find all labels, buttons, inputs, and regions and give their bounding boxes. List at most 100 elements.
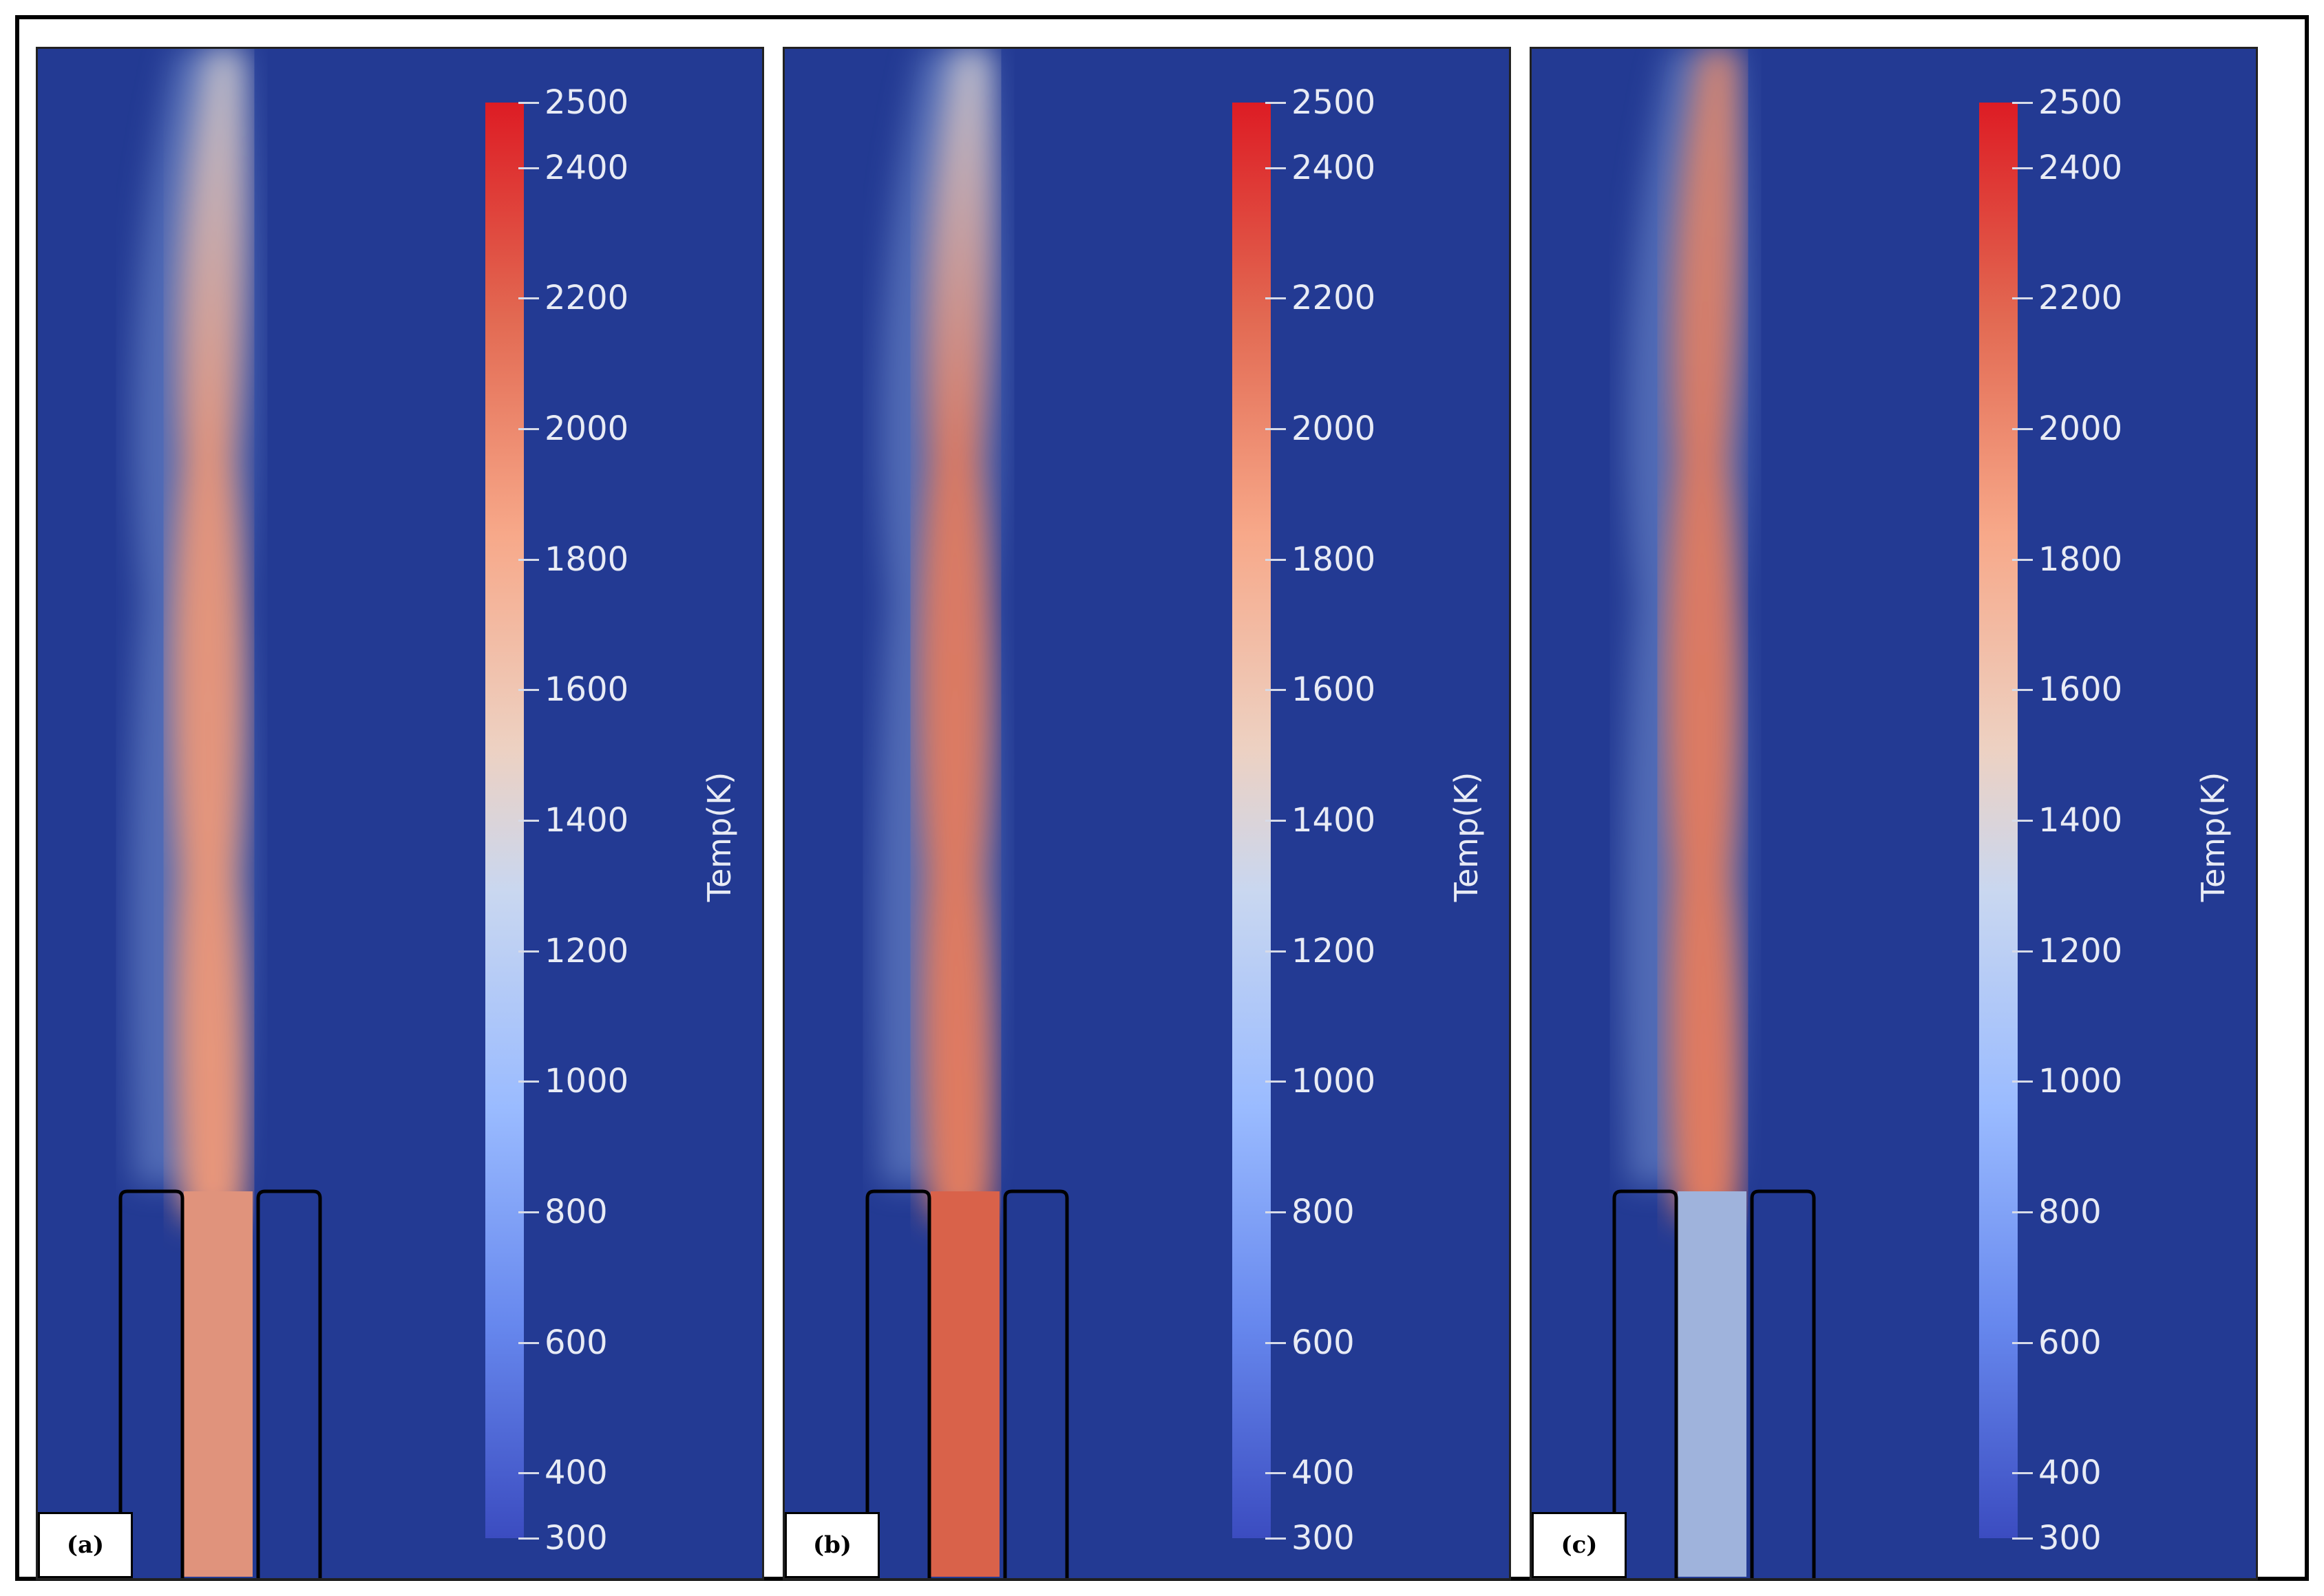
- colorbar-tick-label: 300: [1291, 1519, 1355, 1557]
- colorbar-tick: [2012, 689, 2033, 692]
- colorbar-tick-label: 400: [1291, 1454, 1355, 1493]
- colorbar-tick-label: 1000: [1291, 1062, 1376, 1101]
- colorbar-tick-label: 600: [2038, 1323, 2102, 1362]
- colorbar-tick-label: 2000: [1291, 409, 1376, 449]
- colorbar-title: Temp(K): [2195, 772, 2232, 902]
- flame-body: [1665, 49, 1741, 1219]
- colorbar-tick: [1265, 1341, 1286, 1344]
- colorbar-tick-label: 1400: [545, 801, 629, 840]
- flame-body: [171, 49, 247, 1219]
- colorbar-tick: [518, 1341, 539, 1344]
- colorbar-tick: [1265, 1538, 1286, 1540]
- colorbar-tick: [1265, 428, 1286, 431]
- colorbar-tick-label: 2400: [1291, 148, 1376, 187]
- colorbar-tick-label: 1000: [545, 1062, 629, 1101]
- colorbar-tick-label: 300: [2038, 1519, 2102, 1557]
- nozzle-wall-2: [1750, 1189, 1816, 1578]
- nozzle-wall-1: [865, 1189, 931, 1578]
- colorbar-tick-label: 300: [545, 1519, 608, 1557]
- contour-panel-2: 2500 2400 2200 2000 1800 1600 1400 1200 1000 800 6…: [783, 47, 1511, 1580]
- colorbar-tick-label: 2400: [2038, 148, 2123, 187]
- colorbar-tick: [1265, 820, 1286, 822]
- flame-body: [918, 49, 994, 1219]
- colorbar-tick-label: 2000: [2038, 409, 2123, 449]
- colorbar-tick-label: 1600: [1291, 670, 1376, 710]
- colorbar-tick: [1265, 950, 1286, 953]
- colorbar-tick-label: 600: [1291, 1323, 1355, 1362]
- colorbar-tick-label: 1200: [1291, 931, 1376, 970]
- colorbar-tick: [518, 558, 539, 561]
- colorbar-tick-label: 1400: [1291, 801, 1376, 840]
- colorbar-tick: [2012, 1472, 2033, 1475]
- flame-contour: [865, 49, 1069, 1578]
- nozzle-core: [184, 1191, 253, 1577]
- colorbar-tick-label: 2200: [545, 279, 629, 318]
- colorbar-tick: [2012, 1538, 2033, 1540]
- colorbar-tick-label: 1200: [2038, 931, 2123, 970]
- colorbar-tick: [518, 428, 539, 431]
- colorbar-tick-label: 1600: [545, 670, 629, 710]
- colorbar-tick-label: 2200: [2038, 279, 2123, 318]
- colorbar: [485, 103, 524, 1538]
- colorbar-tick: [1265, 689, 1286, 692]
- colorbar: [1979, 103, 2018, 1538]
- colorbar-title: Temp(K): [1448, 772, 1485, 902]
- colorbar-tick-label: 1600: [2038, 670, 2123, 710]
- panel-label: (c): [1532, 1512, 1627, 1578]
- colorbar-tick-label: 800: [1291, 1192, 1355, 1231]
- colorbar-tick: [518, 1472, 539, 1475]
- figure-frame: 2500 2400 2200 2000 1800 1600 1400 1200 1000 800 6…: [15, 15, 2309, 1581]
- colorbar-tick-label: 800: [545, 1192, 608, 1231]
- colorbar-tick: [1265, 297, 1286, 300]
- colorbar-tick: [1265, 1472, 1286, 1475]
- nozzle-core: [931, 1191, 1000, 1577]
- colorbar-tick: [518, 1538, 539, 1540]
- colorbar-tick: [2012, 820, 2033, 822]
- colorbar-tick-label: 2500: [545, 83, 629, 122]
- nozzle-wall-1: [1612, 1189, 1678, 1578]
- flame-contour: [118, 49, 322, 1578]
- nozzle-core: [1678, 1191, 1746, 1577]
- colorbar-tick-label: 2500: [1291, 83, 1376, 122]
- colorbar-tick-label: 2400: [545, 148, 629, 187]
- contour-panel-3: 2500 2400 2200 2000 1800 1600 1400 1200 1000 800 6…: [1530, 47, 2258, 1580]
- colorbar-tick: [518, 950, 539, 953]
- flame-contour: [1612, 49, 1816, 1578]
- colorbar-tick-label: 1800: [2038, 540, 2123, 579]
- colorbar-tick: [2012, 950, 2033, 953]
- nozzle-wall-2: [256, 1189, 322, 1578]
- colorbar-tick-label: 600: [545, 1323, 608, 1362]
- colorbar-tick: [1265, 102, 1286, 104]
- colorbar-tick-label: 2200: [1291, 279, 1376, 318]
- colorbar-tick-label: 1800: [1291, 540, 1376, 579]
- colorbar-tick-label: 800: [2038, 1192, 2102, 1231]
- colorbar-tick-label: 1800: [545, 540, 629, 579]
- colorbar-tick: [518, 102, 539, 104]
- colorbar-tick: [2012, 1081, 2033, 1083]
- colorbar-tick: [2012, 102, 2033, 104]
- colorbar-tick-label: 2500: [2038, 83, 2123, 122]
- colorbar-tick: [2012, 1211, 2033, 1213]
- colorbar-tick-label: 1400: [2038, 801, 2123, 840]
- colorbar-tick: [1265, 1081, 1286, 1083]
- colorbar-tick: [2012, 167, 2033, 169]
- colorbar-tick-label: 2000: [545, 409, 629, 449]
- panel-label: (b): [785, 1512, 880, 1578]
- colorbar-tick-label: 400: [2038, 1454, 2102, 1493]
- colorbar-tick: [2012, 428, 2033, 431]
- nozzle-wall-1: [118, 1189, 184, 1578]
- colorbar-tick: [2012, 1341, 2033, 1344]
- colorbar-tick: [518, 820, 539, 822]
- colorbar: [1232, 103, 1271, 1538]
- colorbar-tick-label: 400: [545, 1454, 608, 1493]
- colorbar-tick: [518, 1211, 539, 1213]
- colorbar-title: Temp(K): [701, 772, 738, 902]
- colorbar-tick: [2012, 297, 2033, 300]
- colorbar-tick: [518, 297, 539, 300]
- colorbar-tick-label: 1200: [545, 931, 629, 970]
- nozzle-wall-2: [1003, 1189, 1069, 1578]
- colorbar-tick: [518, 167, 539, 169]
- colorbar-tick-label: 1000: [2038, 1062, 2123, 1101]
- panel-label: (a): [38, 1512, 133, 1578]
- contour-panel-1: 2500 2400 2200 2000 1800 1600 1400 1200 1000 800 6…: [36, 47, 764, 1580]
